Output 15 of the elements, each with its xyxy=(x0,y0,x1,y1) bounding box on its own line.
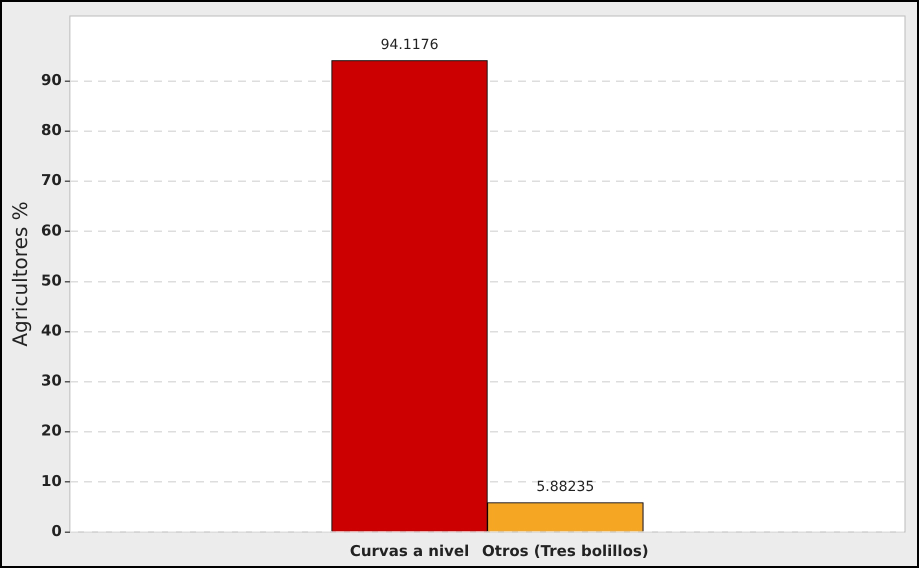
x-tick-label: Otros (Tres bolillos) xyxy=(482,542,649,560)
data-label: 94.1176 xyxy=(380,37,439,54)
y-tick-label: 80 xyxy=(41,121,62,140)
y-axis-title: Agricultores % xyxy=(8,201,32,347)
y-tick-label: 10 xyxy=(41,472,62,490)
y-tick-label: 90 xyxy=(41,71,62,90)
y-tick-label: 40 xyxy=(41,322,62,340)
y-tick-label: 50 xyxy=(41,271,62,290)
x-tick-label: Curvas a nivel xyxy=(350,542,470,560)
y-tick-label: 0 xyxy=(51,522,62,540)
y-tick-label: 60 xyxy=(41,221,62,240)
y-tick-label: 20 xyxy=(41,422,62,440)
y-tick-label: 70 xyxy=(41,171,62,190)
data-label: 5.88235 xyxy=(536,479,594,496)
y-tick-label: 30 xyxy=(41,372,62,390)
